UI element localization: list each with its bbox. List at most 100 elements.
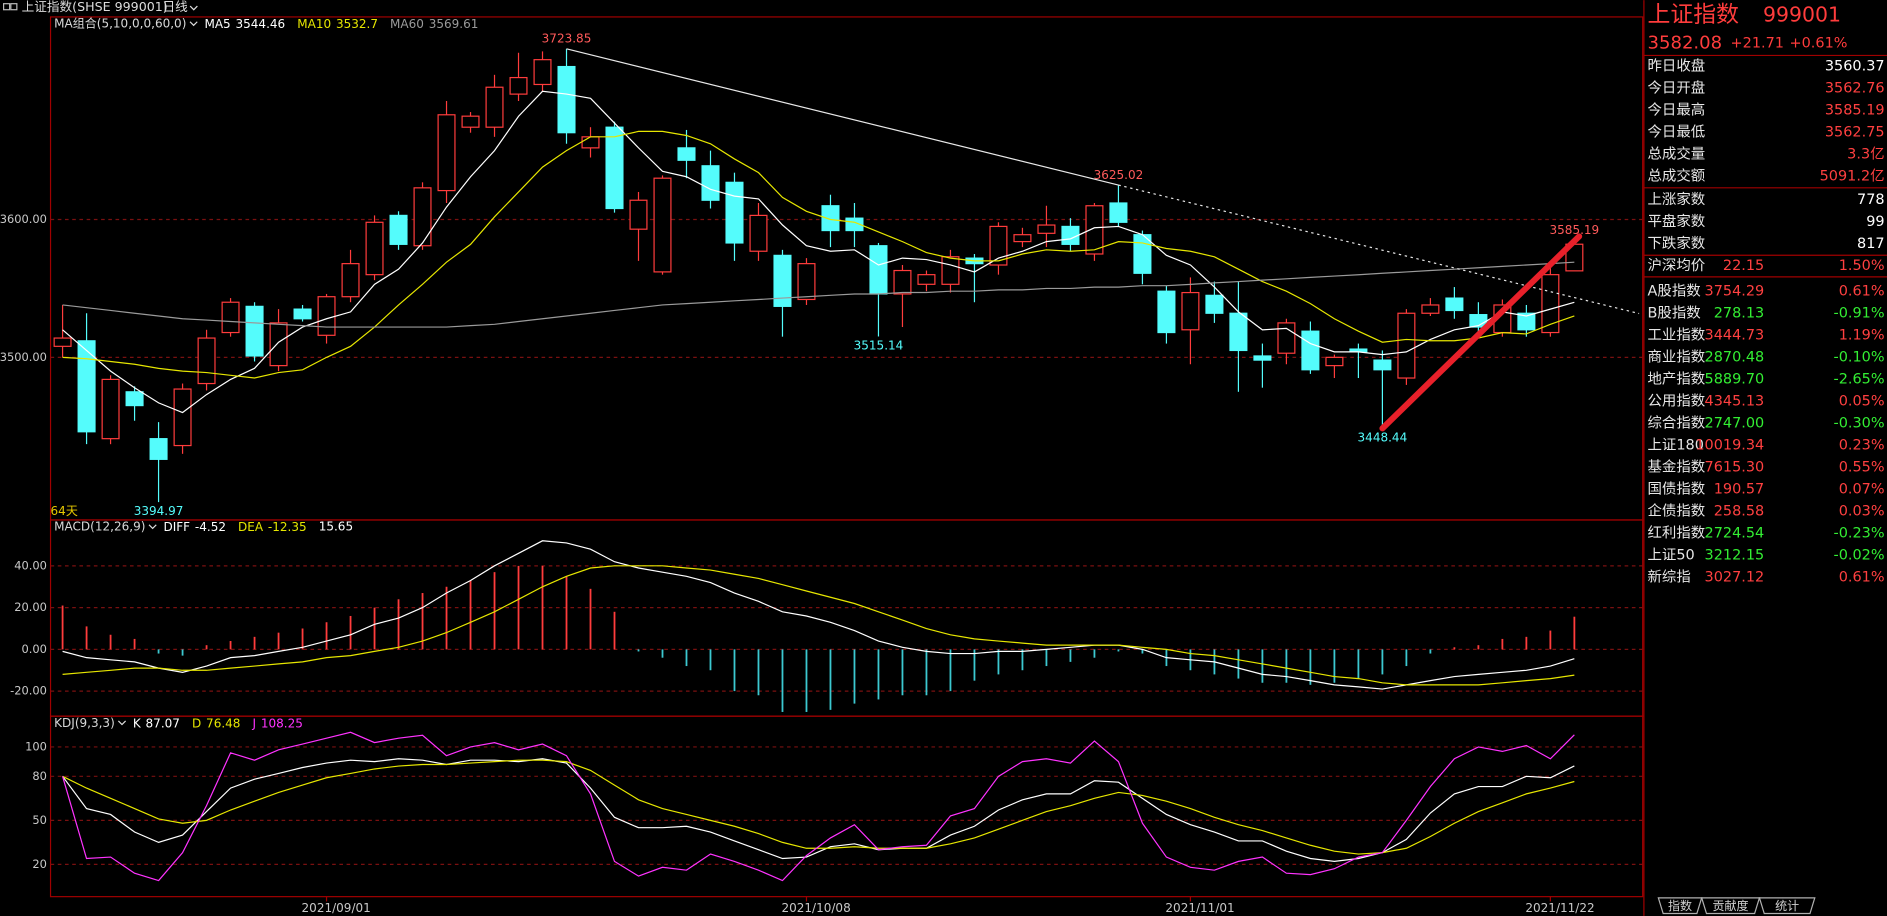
candle-body bbox=[101, 378, 120, 440]
trend-line-extension bbox=[1118, 184, 1640, 315]
row-value: 2724.54 bbox=[1705, 526, 1765, 542]
dropdown-arrow[interactable] bbox=[148, 524, 157, 530]
indicator-line bbox=[62, 130, 1575, 379]
tab[interactable] bbox=[1758, 897, 1816, 915]
dropdown-arrow[interactable] bbox=[117, 720, 127, 726]
row-label: 商业指数 bbox=[1648, 348, 1706, 365]
candle-body bbox=[677, 147, 696, 161]
legend-title: MACD(12,26,9) bbox=[54, 520, 145, 534]
row-value: 3754.29 bbox=[1705, 283, 1765, 299]
x-tick-label: 2021/11/01 bbox=[1165, 901, 1234, 915]
candle-body bbox=[389, 214, 408, 245]
row-value: 3562.75 bbox=[1825, 124, 1885, 140]
candle-body bbox=[1421, 304, 1440, 314]
period-selector[interactable]: 日线 bbox=[162, 0, 188, 14]
legend-name: D bbox=[192, 716, 201, 730]
row-value: 3027.12 bbox=[1705, 570, 1765, 586]
row-value: 2747.00 bbox=[1705, 415, 1765, 431]
row-label: 企债指数 bbox=[1648, 503, 1706, 520]
row-value: 2870.48 bbox=[1705, 349, 1765, 365]
indicator-line bbox=[62, 90, 1575, 414]
kdj-panel-frame bbox=[49, 715, 1644, 898]
row-pct: 0.03% bbox=[1839, 504, 1885, 520]
row-pct: -0.30% bbox=[1834, 415, 1885, 431]
legend-value: 15.65 bbox=[319, 520, 353, 534]
row-label: 今日开盘 bbox=[1648, 78, 1706, 96]
candle-body bbox=[197, 337, 216, 385]
candle-body bbox=[461, 115, 480, 128]
row-value: 3585.19 bbox=[1825, 102, 1885, 118]
dropdown-arrow[interactable] bbox=[189, 21, 198, 27]
extreme-label: 3585.19 bbox=[1550, 223, 1600, 237]
quote-change: +21.71 bbox=[1731, 35, 1784, 51]
row-value: 22.15 bbox=[1723, 258, 1764, 274]
candle-body bbox=[269, 322, 288, 367]
indicator-line bbox=[62, 759, 1575, 855]
row-pct: 0.55% bbox=[1839, 460, 1885, 476]
legend-name: K bbox=[133, 716, 142, 730]
row-pct: -0.23% bbox=[1834, 526, 1885, 542]
x-tick-label: 2021/10/08 bbox=[781, 901, 850, 915]
row-label: 上证50 bbox=[1648, 547, 1695, 564]
row-pct: 0.23% bbox=[1839, 437, 1885, 453]
legend-item: DEA -12.35 bbox=[238, 520, 307, 534]
row-pct: 0.61% bbox=[1839, 283, 1885, 299]
tab[interactable] bbox=[1700, 897, 1761, 915]
candle-body bbox=[749, 214, 768, 252]
legend-value: 3532.7 bbox=[336, 17, 378, 31]
quote-code: 999001 bbox=[1763, 3, 1841, 27]
legend-name: DEA bbox=[238, 520, 264, 534]
candle-body bbox=[629, 199, 648, 230]
candle-body bbox=[1109, 202, 1128, 223]
legend-item: K 87.07 bbox=[133, 716, 180, 730]
candle-body bbox=[413, 187, 432, 247]
candle-body bbox=[701, 165, 720, 201]
candle-body bbox=[653, 177, 672, 273]
candle-body bbox=[1277, 322, 1296, 354]
row-pct: -0.10% bbox=[1834, 349, 1885, 365]
tab-label[interactable]: 贡献度 bbox=[1713, 898, 1749, 913]
candle-body bbox=[77, 340, 96, 433]
candle-body bbox=[917, 274, 936, 285]
row-label: 下跌家数 bbox=[1648, 235, 1706, 252]
candle-body bbox=[125, 391, 144, 407]
candle-body bbox=[1445, 297, 1464, 312]
period-label: 64天 bbox=[51, 504, 78, 518]
row-label: 总成交额 bbox=[1648, 166, 1706, 184]
row-value: 10019.34 bbox=[1695, 437, 1764, 453]
y-tick-label: 40.00 bbox=[14, 558, 47, 572]
candle-body bbox=[941, 256, 960, 285]
legend-name: MA10 bbox=[297, 17, 331, 31]
tab[interactable] bbox=[1657, 897, 1703, 915]
row-value: 5889.70 bbox=[1705, 371, 1765, 387]
candle-body bbox=[1157, 290, 1176, 334]
indicator-line bbox=[62, 731, 1575, 882]
row-label: A股指数 bbox=[1648, 282, 1702, 299]
extreme-label: 3625.02 bbox=[1094, 168, 1144, 182]
dropdown-arrow[interactable] bbox=[189, 5, 198, 11]
candle-body bbox=[1301, 330, 1320, 371]
tab-label[interactable]: 统计 bbox=[1775, 899, 1799, 913]
row-value: 190.57 bbox=[1714, 482, 1765, 498]
candle-body bbox=[485, 86, 504, 128]
extreme-label: 3394.97 bbox=[134, 504, 184, 518]
row-value: 3560.37 bbox=[1825, 58, 1885, 74]
candle-body bbox=[605, 126, 624, 210]
candle-body bbox=[53, 337, 72, 347]
legend-value: 108.25 bbox=[261, 716, 303, 730]
x-tick-label: 2021/09/01 bbox=[302, 901, 371, 915]
quote-change-pct: +0.61% bbox=[1790, 35, 1848, 51]
tab-label[interactable]: 指数 bbox=[1668, 898, 1692, 913]
candle-body bbox=[893, 269, 912, 295]
row-value: 99 bbox=[1866, 214, 1884, 230]
uptrend-stroke bbox=[1379, 233, 1583, 432]
candle-body bbox=[773, 254, 792, 307]
row-label: B股指数 bbox=[1648, 304, 1702, 321]
y-tick-label: 3500.00 bbox=[0, 350, 47, 364]
row-label: 昨日收盘 bbox=[1648, 56, 1706, 74]
candle-body bbox=[1085, 205, 1104, 255]
legend-title: MA组合(5,10,0,0,60,0) bbox=[54, 16, 186, 31]
